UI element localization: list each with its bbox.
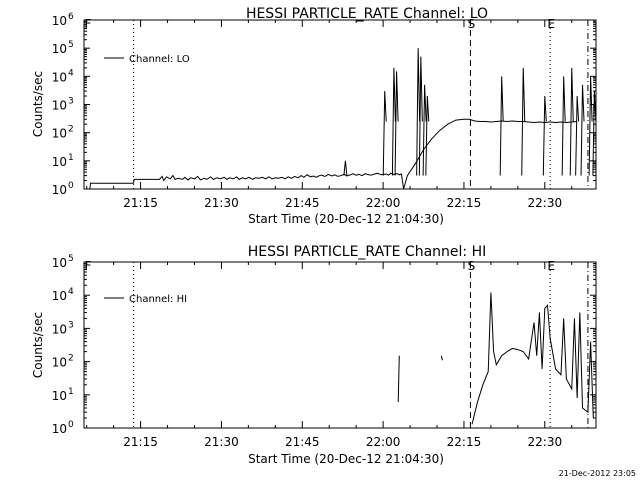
lo-marker-label: E: [547, 17, 555, 31]
hi-ytick-exp: 5: [68, 254, 74, 264]
lo-ytick-label: 10: [52, 99, 67, 113]
panel-lo-spike: [561, 76, 566, 176]
panel-lo-spike: [422, 84, 427, 176]
panel-hi-frame: [83, 261, 597, 429]
panel-lo-spike: [575, 95, 580, 176]
hi-ytick-exp: 0: [68, 420, 74, 430]
lo-ytick-label: 10: [52, 70, 67, 84]
lo-xtick-label: 22:30: [528, 196, 563, 210]
panel-lo-ylabel: Counts/sec: [31, 71, 45, 137]
hi-marker-label: S: [468, 259, 476, 273]
panel-hi-title: HESSI PARTICLE_RATE Channel: HI: [248, 244, 486, 260]
lo-ytick-exp: 6: [68, 12, 74, 22]
lo-xtick-label: 21:30: [204, 196, 239, 210]
hi-marker-label: F: [85, 259, 92, 273]
lo-xtick-label: 22:00: [366, 196, 401, 210]
lo-ytick-exp: 5: [68, 40, 74, 50]
panel-lo-spike: [425, 95, 430, 176]
hi-marker-label: E: [547, 259, 555, 273]
lo-xtick-label: 21:45: [285, 196, 320, 210]
lo-ytick-exp: 2: [68, 125, 74, 135]
panel-lo-legend-label: Channel: LO: [129, 54, 190, 65]
hi-ytick-label: 10: [52, 422, 67, 436]
lo-xtick-label: 22:15: [447, 196, 482, 210]
panel-hi-segment: [397, 355, 400, 403]
panel-hi-segment: [440, 355, 443, 361]
hi-ytick-exp: 4: [68, 287, 74, 297]
lo-xtick-label: 21:15: [123, 196, 158, 210]
panel-lo-spike: [391, 67, 396, 176]
hi-xtick-label: 22:30: [528, 435, 563, 449]
panel-lo-series-line: [84, 118, 578, 190]
hi-ytick-label: 10: [52, 322, 67, 336]
hi-xtick-label: 22:00: [366, 435, 401, 449]
hi-ytick-label: 10: [52, 356, 67, 370]
lo-ytick-exp: 1: [68, 153, 74, 163]
panel-hi-xlabel: Start Time (20-Dec-12 21:04:30): [248, 452, 444, 466]
hi-xtick-label: 21:45: [285, 435, 320, 449]
lo-ytick-label: 10: [52, 127, 67, 141]
lo-ytick-label: 10: [52, 155, 67, 169]
panel-lo-spike: [382, 91, 387, 176]
panel-lo-spike: [521, 67, 526, 176]
lo-ytick-label: 10: [52, 42, 67, 56]
hi-ytick-exp: 3: [68, 320, 74, 330]
panel-lo-spike: [542, 95, 547, 176]
panel-hi-series-line: [471, 292, 594, 425]
hi-xtick-label: 21:30: [204, 435, 239, 449]
panel-hi-ylabel: Counts/sec: [31, 312, 45, 378]
hi-ytick-label: 10: [52, 289, 67, 303]
panel-lo-spike: [416, 48, 421, 176]
hi-ytick-label: 10: [52, 389, 67, 403]
hi-ytick-exp: 1: [68, 387, 74, 397]
lo-ytick-exp: 3: [68, 97, 74, 107]
lo-ytick-exp: 0: [68, 181, 74, 191]
hi-xtick-label: 22:15: [447, 435, 482, 449]
panel-hi-legend-label: Channel: HI: [129, 294, 187, 305]
panel-lo-spike: [394, 71, 399, 176]
hi-ytick-exp: 2: [68, 354, 74, 364]
panel-lo-spike: [418, 56, 423, 176]
hi-ytick-label: 10: [52, 256, 67, 270]
panel-lo-spike: [343, 160, 348, 176]
panel-lo-spikes: [343, 48, 597, 176]
hi-xtick-label: 21:15: [123, 435, 158, 449]
panel-lo-x-ticks: 21:15 21:30 21:45 22:00 22:15 22:30: [86, 20, 573, 210]
lo-ytick-label: 10: [52, 14, 67, 28]
panel-hi-series: [397, 292, 594, 425]
panel-lo-spike: [499, 76, 504, 176]
panel-lo-spike: [580, 84, 585, 176]
timestamp: 21-Dec-2012 23:05: [559, 469, 636, 478]
panel-lo-spike: [588, 76, 593, 176]
panel-hi-x-ticks: 21:15 21:30 21:45 22:00 22:15 22:30: [86, 262, 573, 449]
lo-ytick-label: 10: [52, 183, 67, 197]
panel-lo-title: HESSI PARTICLE_RATE Channel: LO: [246, 6, 488, 22]
lo-marker-label: F: [85, 17, 92, 31]
panel-lo-spike: [592, 91, 597, 176]
lo-ytick-exp: 4: [68, 68, 74, 78]
panel-lo-spike: [569, 67, 574, 176]
lo-marker-label: S: [468, 17, 476, 31]
panel-lo-xlabel: Start Time (20-Dec-12 21:04:30): [248, 212, 444, 226]
